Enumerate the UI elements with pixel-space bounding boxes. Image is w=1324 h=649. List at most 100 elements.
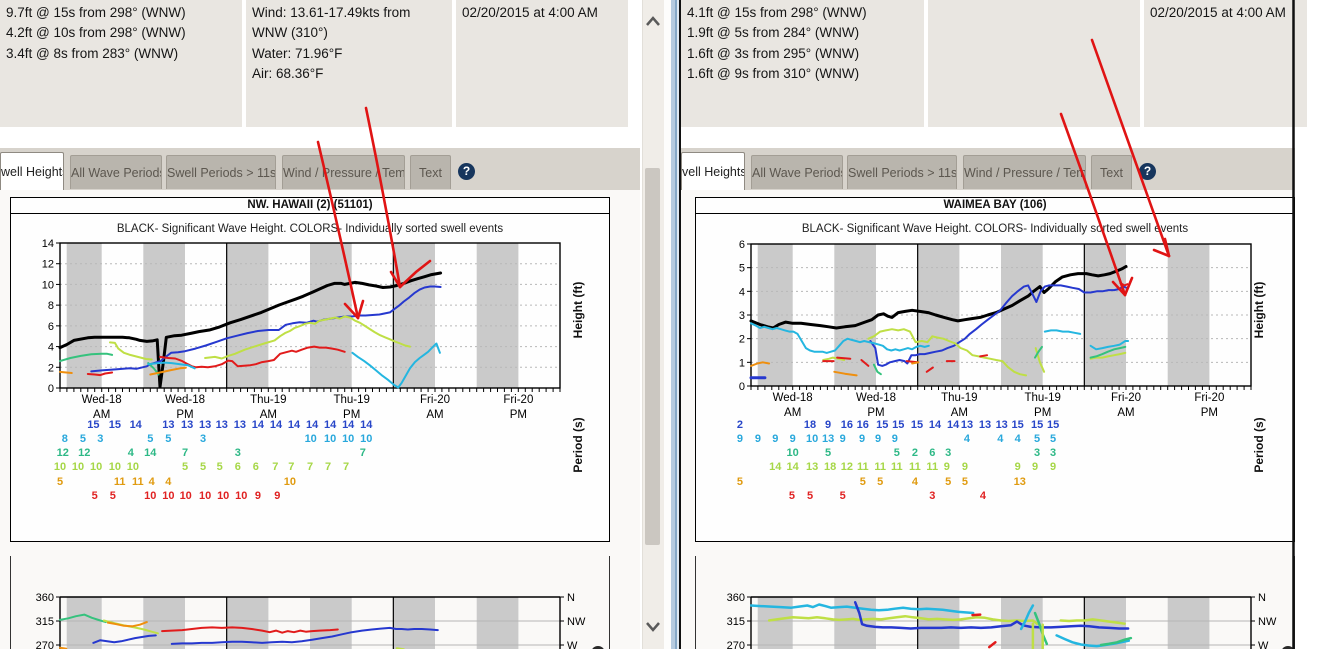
- period-values: 2 18 9 16 16 15 15 15 14 14 13 13 13 15 15 15 9 9 9 9 10 13 9 9…: [681, 0, 1295, 649]
- period-value: 9: [736, 433, 743, 445]
- period-value: 9: [772, 433, 779, 445]
- period-value: 16: [856, 419, 869, 431]
- period-value: 7: [359, 447, 366, 459]
- info-line: 1.9ft @ 5s from 284° (WNW): [687, 25, 860, 41]
- period-value: 5: [788, 490, 796, 502]
- report-timestamp: 02/20/2015 at 4:00 AM: [1144, 0, 1307, 127]
- period-value: 10: [144, 490, 157, 502]
- scrollbar-thumb[interactable]: [645, 168, 660, 545]
- period-value: 14: [144, 447, 157, 459]
- period-value: 3: [1034, 447, 1041, 459]
- report-timestamp: 02/20/2015 at 4:00 AM: [456, 0, 628, 127]
- info-line: 3.4ft @ 8s from 283° (WNW): [6, 45, 179, 61]
- period-value: 5: [91, 490, 98, 502]
- period-value: 5: [216, 461, 223, 473]
- period-value: 14: [769, 461, 782, 473]
- period-value: 10: [304, 433, 317, 445]
- tab-swell-periods-11s[interactable]: Swell Periods > 11s: [847, 155, 957, 189]
- period-value: 5: [839, 490, 846, 502]
- period-value: 10: [342, 433, 355, 445]
- period-value: 13: [180, 419, 194, 431]
- period-value: 10: [162, 490, 175, 502]
- period-value: 5: [1034, 433, 1041, 445]
- period-value: 10: [126, 461, 140, 473]
- period-value: 5: [181, 461, 189, 473]
- period-value: 5: [893, 447, 900, 459]
- period-value: 4: [165, 476, 172, 488]
- period-value: 4: [148, 476, 155, 488]
- period-value: 4: [911, 476, 918, 488]
- period-value: 11: [131, 476, 144, 488]
- period-value: 9: [789, 433, 796, 445]
- period-value: 12: [78, 447, 91, 459]
- period-value: 14: [786, 461, 799, 473]
- period-value: 14: [251, 419, 265, 431]
- period-value: 9: [825, 419, 832, 431]
- period-value: 16: [840, 419, 853, 431]
- period-value: 5: [165, 433, 172, 445]
- period-value: 14: [946, 419, 960, 431]
- period-value: 5: [1050, 433, 1057, 445]
- period-value: 5: [859, 476, 866, 488]
- period-value: 5: [945, 476, 952, 488]
- info-line: Air: 68.36°F: [252, 65, 324, 81]
- period-value: 3: [234, 447, 241, 459]
- period-value: 14: [305, 419, 319, 431]
- period-value: 13: [995, 419, 1008, 431]
- help-icon[interactable]: ?: [458, 163, 475, 180]
- tab-text[interactable]: Text: [410, 155, 451, 189]
- period-value: 9: [274, 490, 281, 502]
- period-value: 9: [891, 433, 898, 445]
- period-value: 4: [997, 433, 1004, 445]
- period-value: 10: [199, 490, 212, 502]
- period-values: 15 15 14 13 13 13 13 13 14 14 14 14 14 14 14 8 5 3 5 5 3 10 10…: [53, 419, 373, 502]
- period-value: 2: [911, 447, 918, 459]
- period-value: 3: [1050, 447, 1057, 459]
- current-readings: 4.1ft @ 15s from 298° (WNW) 1.9ft @ 5s fr…: [681, 0, 1307, 127]
- period-value: 10: [89, 461, 103, 473]
- info-line: 4.2ft @ 10s from 298° (WNW): [6, 25, 186, 41]
- period-value: 13: [199, 419, 212, 431]
- period-value: 9: [859, 433, 866, 445]
- current-readings: 9.7ft @ 15s from 298° (WNW) 4.2ft @ 10s f…: [0, 0, 640, 127]
- period-value: 7: [288, 461, 295, 473]
- period-value: 4: [127, 447, 134, 459]
- period-value: 7: [181, 447, 189, 459]
- period-value: 7: [306, 461, 314, 473]
- period-value: 3: [199, 433, 207, 445]
- period-value: 14: [287, 419, 301, 431]
- period-value: 6: [252, 461, 259, 473]
- period-value: 9: [754, 433, 761, 445]
- period-value: 4: [1014, 433, 1021, 445]
- period-value: 10: [108, 461, 121, 473]
- period-value: 14: [269, 419, 283, 431]
- tab-all-wave-periods[interactable]: All Wave Periods: [70, 155, 162, 189]
- period-value: 11: [891, 461, 903, 473]
- period-value: 7: [324, 461, 332, 473]
- period-value: 10: [53, 461, 67, 473]
- period-value: 10: [283, 476, 296, 488]
- period-value: 8: [61, 433, 68, 445]
- period-value: 7: [343, 461, 350, 473]
- pane-divider[interactable]: [664, 0, 681, 649]
- chart-legend-note: BLACK- Significant Wave Height. COLORS- …: [116, 223, 504, 235]
- period-value: 9: [1050, 461, 1057, 473]
- tab-well-heights[interactable]: well Heights: [0, 152, 64, 190]
- period-value: 14: [360, 419, 373, 431]
- info-line: 9.7ft @ 15s from 298° (WNW): [6, 5, 186, 20]
- period-value: 9: [943, 461, 950, 473]
- tab-vell-heights[interactable]: vell Heights: [681, 152, 745, 190]
- tab-all-wave-periods[interactable]: All Wave Periods: [751, 155, 843, 189]
- period-value: 10: [179, 490, 192, 502]
- period-value: 15: [1011, 419, 1024, 431]
- period-value: 14: [928, 419, 942, 431]
- period-value: 3: [97, 433, 104, 445]
- period-value: 6: [234, 461, 241, 473]
- info-line: Water: 71.96°F: [252, 45, 343, 61]
- period-value: 12: [840, 461, 853, 473]
- tab-swell-periods-11s[interactable]: Swell Periods > 11s: [166, 155, 276, 189]
- info-line: 4.1ft @ 15s from 298° (WNW): [687, 5, 867, 20]
- period-value: 13: [805, 461, 819, 473]
- period-value: 9: [961, 461, 968, 473]
- period-value: 10: [805, 433, 819, 445]
